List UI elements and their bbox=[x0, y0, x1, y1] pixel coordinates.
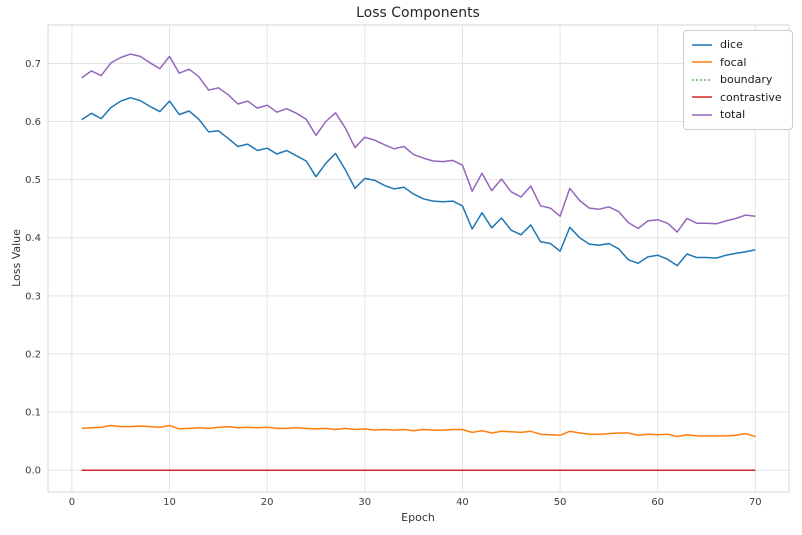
x-tick-label: 40 bbox=[456, 497, 469, 508]
legend-label-dice: dice bbox=[720, 38, 743, 52]
y-axis-label: Loss Value bbox=[10, 229, 23, 287]
legend-swatch-contrastive bbox=[692, 96, 712, 99]
legend-label-boundary: boundary bbox=[720, 73, 773, 87]
tick-layer: 0 10 20 30 40 50 60 70 0.0 0.1 0.2 0.3 0.4 0.5 0.6 0.7 bbox=[25, 59, 762, 508]
legend: dice focal boundary contrastive total bbox=[683, 30, 793, 130]
x-tick-label: 50 bbox=[554, 497, 567, 508]
x-tick-label: 10 bbox=[163, 497, 176, 508]
legend-swatch-dice bbox=[692, 43, 712, 46]
legend-item-total: total bbox=[691, 106, 782, 124]
x-tick-label: 0 bbox=[69, 497, 75, 508]
x-axis-label: Epoch bbox=[401, 511, 435, 524]
legend-item-boundary: boundary bbox=[691, 71, 782, 89]
x-tick-label: 20 bbox=[261, 497, 274, 508]
y-tick-label: 0.0 bbox=[25, 466, 41, 477]
x-tick-label: 70 bbox=[749, 497, 762, 508]
legend-item-contrastive: contrastive bbox=[691, 89, 782, 107]
legend-label-contrastive: contrastive bbox=[720, 90, 782, 104]
y-tick-label: 0.4 bbox=[25, 233, 41, 244]
x-tick-label: 30 bbox=[358, 497, 371, 508]
legend-swatch-focal bbox=[692, 61, 712, 64]
series-line-focal bbox=[81, 424, 756, 438]
grid-layer bbox=[48, 25, 789, 492]
legend-item-dice: dice bbox=[691, 36, 782, 54]
plot-area-border bbox=[47, 24, 790, 493]
legend-label-total: total bbox=[720, 108, 746, 122]
y-tick-label: 0.2 bbox=[25, 349, 41, 360]
y-tick-label: 0.3 bbox=[25, 291, 41, 302]
series-line-total bbox=[81, 53, 756, 233]
series-line-dice bbox=[81, 96, 756, 267]
legend-swatch-total bbox=[692, 113, 712, 116]
y-tick-label: 0.5 bbox=[25, 175, 41, 186]
legend-swatch-boundary bbox=[692, 78, 712, 81]
legend-item-focal: focal bbox=[691, 54, 782, 72]
series-layer bbox=[81, 53, 756, 471]
y-tick-label: 0.6 bbox=[25, 117, 41, 128]
y-tick-label: 0.7 bbox=[25, 59, 41, 70]
legend-label-focal: focal bbox=[720, 55, 747, 69]
chart-title: Loss Components bbox=[356, 5, 480, 21]
y-tick-label: 0.1 bbox=[25, 408, 41, 419]
x-tick-label: 60 bbox=[651, 497, 664, 508]
